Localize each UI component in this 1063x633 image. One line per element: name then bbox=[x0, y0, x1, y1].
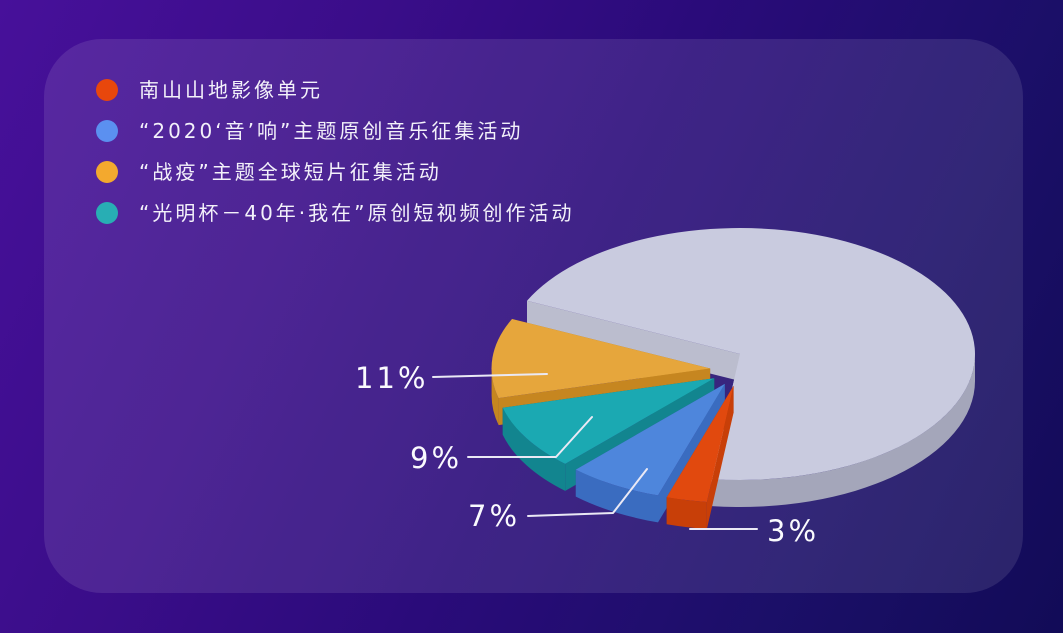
pct-label-9: 9% bbox=[410, 441, 463, 475]
pie-slice-11% bbox=[491, 319, 711, 399]
legend-item: 南山山地影像单元 bbox=[96, 79, 575, 101]
legend-item: “光明杯－40年·我在”原创短视频创作活动 bbox=[96, 202, 575, 224]
legend-label: 南山山地影像单元 bbox=[139, 78, 323, 102]
legend-item: “2020‘音’响”主题原创音乐征集活动 bbox=[96, 120, 575, 142]
legend-label: “光明杯－40年·我在”原创短视频创作活动 bbox=[139, 201, 575, 225]
pie-slice-wall-3% bbox=[706, 385, 734, 529]
legend-label: “战疫”主题全球短片征集活动 bbox=[139, 160, 442, 184]
legend-dot-icon bbox=[96, 161, 118, 183]
pie-notch-wall bbox=[527, 300, 740, 381]
pie-slice-3% bbox=[666, 385, 734, 502]
pie-slice-rim-3% bbox=[666, 497, 707, 529]
legend: 南山山地影像单元 “2020‘音’响”主题原创音乐征集活动 “战疫”主题全球短片… bbox=[96, 79, 575, 243]
pie-rim bbox=[711, 354, 976, 508]
legend-dot-icon bbox=[96, 79, 118, 101]
pie-slice-7% bbox=[575, 383, 725, 496]
pie-slice-9% bbox=[502, 378, 715, 464]
legend-dot-icon bbox=[96, 120, 118, 142]
leader-line-7 bbox=[527, 468, 648, 517]
pct-label-3: 3% bbox=[767, 514, 820, 548]
pie-slice-remainder bbox=[527, 228, 975, 481]
pct-label-11: 11% bbox=[355, 361, 429, 395]
legend-dot-icon bbox=[96, 202, 118, 224]
pct-label-7: 7% bbox=[468, 499, 521, 533]
pie-slice-rim-11% bbox=[491, 368, 499, 426]
legend-label: “2020‘音’响”主题原创音乐征集活动 bbox=[139, 119, 524, 143]
pie-slice-rim-9% bbox=[502, 407, 566, 491]
leader-line-11 bbox=[432, 373, 548, 378]
legend-item: “战疫”主题全球短片征集活动 bbox=[96, 161, 575, 183]
leader-line-9 bbox=[467, 416, 593, 458]
pie-slice-rim-7% bbox=[575, 469, 658, 523]
